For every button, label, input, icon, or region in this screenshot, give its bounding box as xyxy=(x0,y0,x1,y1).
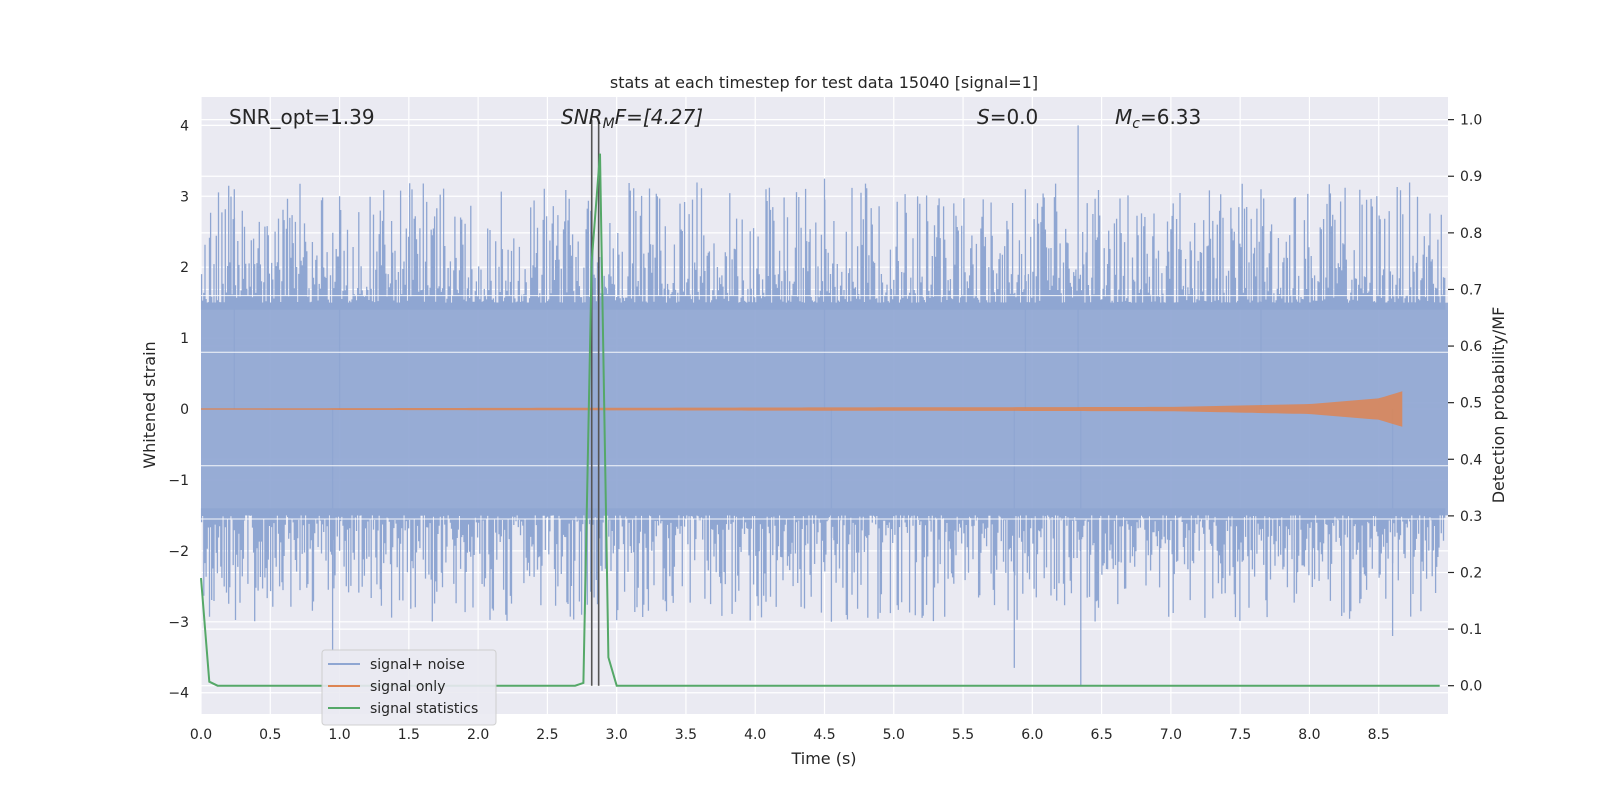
mc-sub: c xyxy=(1132,116,1140,132)
x-tick-2: 1.0 xyxy=(328,727,350,743)
annotation-s: S=0.0 xyxy=(977,105,1038,129)
legend-label-noise: signal+ noise xyxy=(370,657,465,673)
legend-label-signal: signal only xyxy=(370,679,445,695)
yr-tick-4: 0.4 xyxy=(1460,452,1482,468)
signal-envelope xyxy=(201,391,1403,427)
x-tick-13: 6.5 xyxy=(1090,727,1112,743)
annotation-snr-mf: SNRMF=[4.27] xyxy=(561,105,703,132)
yr-tick-5: 0.5 xyxy=(1460,396,1482,412)
x-tick-11: 5.5 xyxy=(952,727,974,743)
x-tick-16: 8.0 xyxy=(1298,727,1320,743)
yr-tick-1: 0.1 xyxy=(1460,622,1482,638)
y-right-tick-labels: 0.0 0.1 0.2 0.3 0.4 0.5 0.6 0.7 0.8 0.9 1.0 xyxy=(1448,113,1482,695)
yr-tick-8: 0.8 xyxy=(1460,226,1482,242)
vertical-lines xyxy=(590,119,600,686)
yr-tick-2: 0.2 xyxy=(1460,565,1482,581)
x-tick-10: 5.0 xyxy=(883,727,905,743)
x-tick-labels: 0.0 0.5 1.0 1.5 2.0 2.5 3.0 3.5 4.0 4.5 5.0 5.5 6.0 6… xyxy=(190,727,1390,743)
x-axis-label: Time (s) xyxy=(790,749,856,768)
x-tick-12: 6.0 xyxy=(1021,727,1043,743)
x-tick-6: 3.0 xyxy=(606,727,628,743)
snr-mf-sub: M xyxy=(603,116,615,132)
x-tick-3: 1.5 xyxy=(398,727,420,743)
yr-tick-9: 0.9 xyxy=(1460,169,1482,185)
x-tick-17: 8.5 xyxy=(1368,727,1390,743)
noise-lower-spikes xyxy=(200,508,1446,622)
y-tick-6: 2 xyxy=(180,260,189,276)
y-tick-4: 0 xyxy=(180,402,189,418)
y-tick-0: −4 xyxy=(168,686,189,702)
y-tick-1: −3 xyxy=(168,615,189,631)
snr-mf-base: SNR xyxy=(561,105,603,129)
y-tick-5: 1 xyxy=(180,331,189,347)
yr-tick-3: 0.3 xyxy=(1460,509,1482,525)
mc-rest: =6.33 xyxy=(1140,105,1201,129)
x-tick-8: 4.0 xyxy=(744,727,766,743)
x-tick-7: 3.5 xyxy=(675,727,697,743)
x-tick-0: 0.0 xyxy=(190,727,212,743)
x-tick-9: 4.5 xyxy=(813,727,835,743)
y-tick-labels: −4 −3 −2 −1 0 1 2 3 4 xyxy=(168,118,189,701)
y-tick-8: 4 xyxy=(180,118,189,134)
x-tick-15: 7.5 xyxy=(1229,727,1251,743)
y-axis-label: Whitened strain xyxy=(140,341,159,468)
y-tick-7: 3 xyxy=(180,189,189,205)
annotation-mc: Mc=6.33 xyxy=(1115,105,1201,132)
chart-title: stats at each timestep for test data 150… xyxy=(610,73,1038,92)
s-base: S xyxy=(977,105,990,129)
y-right-axis-label: Detection probability/MF xyxy=(1489,307,1508,504)
yr-tick-10: 1.0 xyxy=(1460,113,1482,129)
y-tick-3: −1 xyxy=(168,473,189,489)
legend-label-stats: signal statistics xyxy=(370,701,478,717)
x-tick-5: 2.5 xyxy=(536,727,558,743)
s-rest: =0.0 xyxy=(990,105,1039,129)
yr-tick-6: 0.6 xyxy=(1460,339,1482,355)
legend: signal+ noise signal only signal statist… xyxy=(321,649,497,726)
yr-tick-7: 0.7 xyxy=(1460,282,1482,298)
snr-mf-rest: F=[4.27] xyxy=(615,105,703,129)
y-tick-2: −2 xyxy=(168,544,189,560)
x-tick-14: 7.0 xyxy=(1160,727,1182,743)
signal-series xyxy=(201,391,1403,427)
stats-series xyxy=(200,153,1440,687)
annotation-snr-opt: SNR_opt=1.39 xyxy=(229,105,375,129)
x-tick-1: 0.5 xyxy=(259,727,281,743)
yr-tick-0: 0.0 xyxy=(1460,679,1482,695)
mc-base: M xyxy=(1115,105,1132,129)
legend-box xyxy=(321,649,497,726)
stats-line xyxy=(200,153,1440,687)
x-tick-4: 2.0 xyxy=(467,727,489,743)
